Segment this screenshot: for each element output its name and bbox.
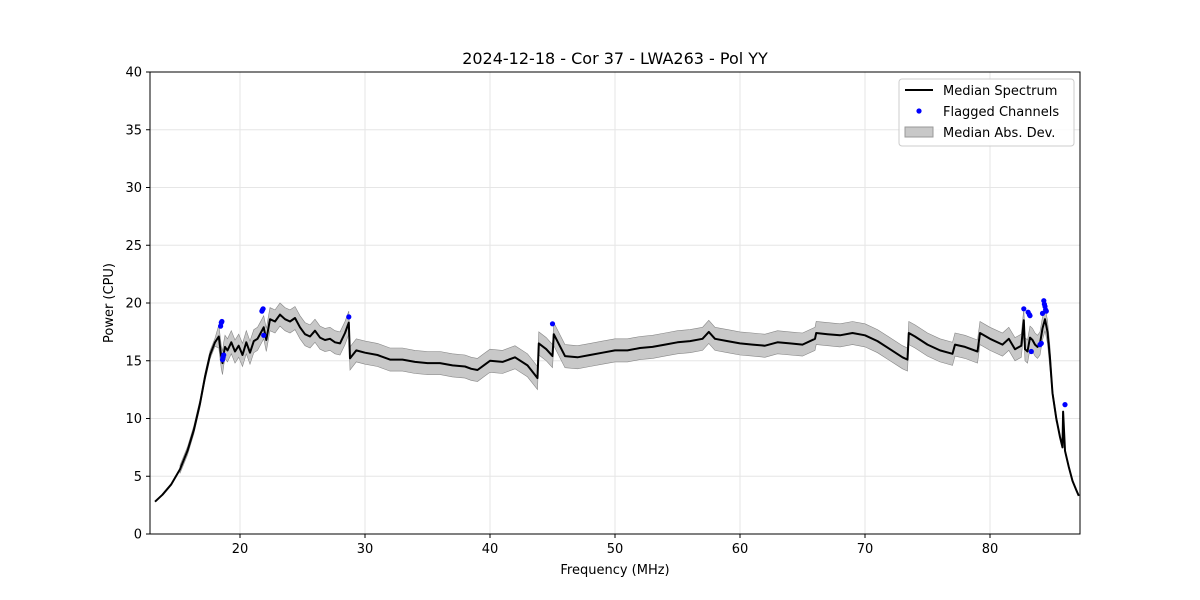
flagged-channel-point	[219, 318, 225, 325]
x-tick-label: 50	[607, 542, 624, 557]
legend-mad-swatch	[904, 126, 934, 138]
mad-band-layer	[179, 302, 1057, 474]
y-tick-label: 10	[125, 412, 142, 427]
y-tick-label: 25	[125, 239, 142, 254]
flagged-channel-point	[1027, 313, 1033, 319]
y-tick-label: 20	[125, 297, 142, 312]
y-tick-label: 30	[125, 181, 142, 196]
y-tick-label: 5	[134, 470, 142, 485]
flagged-channel-point	[1062, 402, 1068, 408]
x-axis-label: Frequency (MHz)	[560, 563, 669, 578]
legend: Median Spectrum Flagged Channels Median …	[898, 78, 1075, 147]
y-axis-label: Power (CPU)	[102, 263, 117, 343]
flagged-channel-point	[1028, 348, 1034, 355]
median-spectrum-line	[154, 313, 1080, 503]
x-tick-label: 30	[357, 542, 374, 557]
y-tick-label: 40	[125, 66, 142, 81]
median-line-layer	[154, 313, 1080, 503]
flagged-channel-point	[260, 306, 266, 312]
y-tick-label: 15	[125, 354, 142, 369]
legend-mad-label: Median Abs. Dev.	[943, 126, 1055, 141]
x-tick-label: 80	[982, 542, 999, 557]
legend-median-label: Median Spectrum	[943, 84, 1057, 99]
legend-box	[898, 78, 1075, 147]
axis-ticks: 20 30 40 50 60 70 80 0 5 10 15 20 25 30 35 40	[125, 66, 998, 558]
flagged-channel-point	[1038, 340, 1044, 346]
legend-flagged-swatch	[916, 108, 922, 114]
flagged-channel-point	[1021, 306, 1027, 312]
flagged-points-layer	[218, 298, 1068, 408]
flagged-channel-point	[549, 321, 556, 327]
flagged-channel-point	[221, 352, 227, 358]
y-tick-label: 0	[134, 528, 142, 543]
flagged-channel-point	[346, 314, 352, 320]
flagged-channel-point	[261, 332, 267, 338]
flagged-channel-point	[1043, 308, 1049, 314]
chart-title: 2024-12-18 - Cor 37 - LWA263 - Pol YY	[462, 49, 768, 68]
grid	[150, 71, 1080, 535]
x-tick-label: 70	[857, 542, 874, 557]
x-tick-label: 20	[232, 542, 249, 557]
y-tick-label: 35	[125, 123, 142, 138]
x-tick-label: 60	[732, 542, 749, 557]
x-tick-label: 40	[482, 542, 499, 557]
legend-flagged-label: Flagged Channels	[943, 105, 1059, 120]
mad-band	[179, 302, 1057, 474]
flagged-channel-point	[1039, 310, 1046, 316]
